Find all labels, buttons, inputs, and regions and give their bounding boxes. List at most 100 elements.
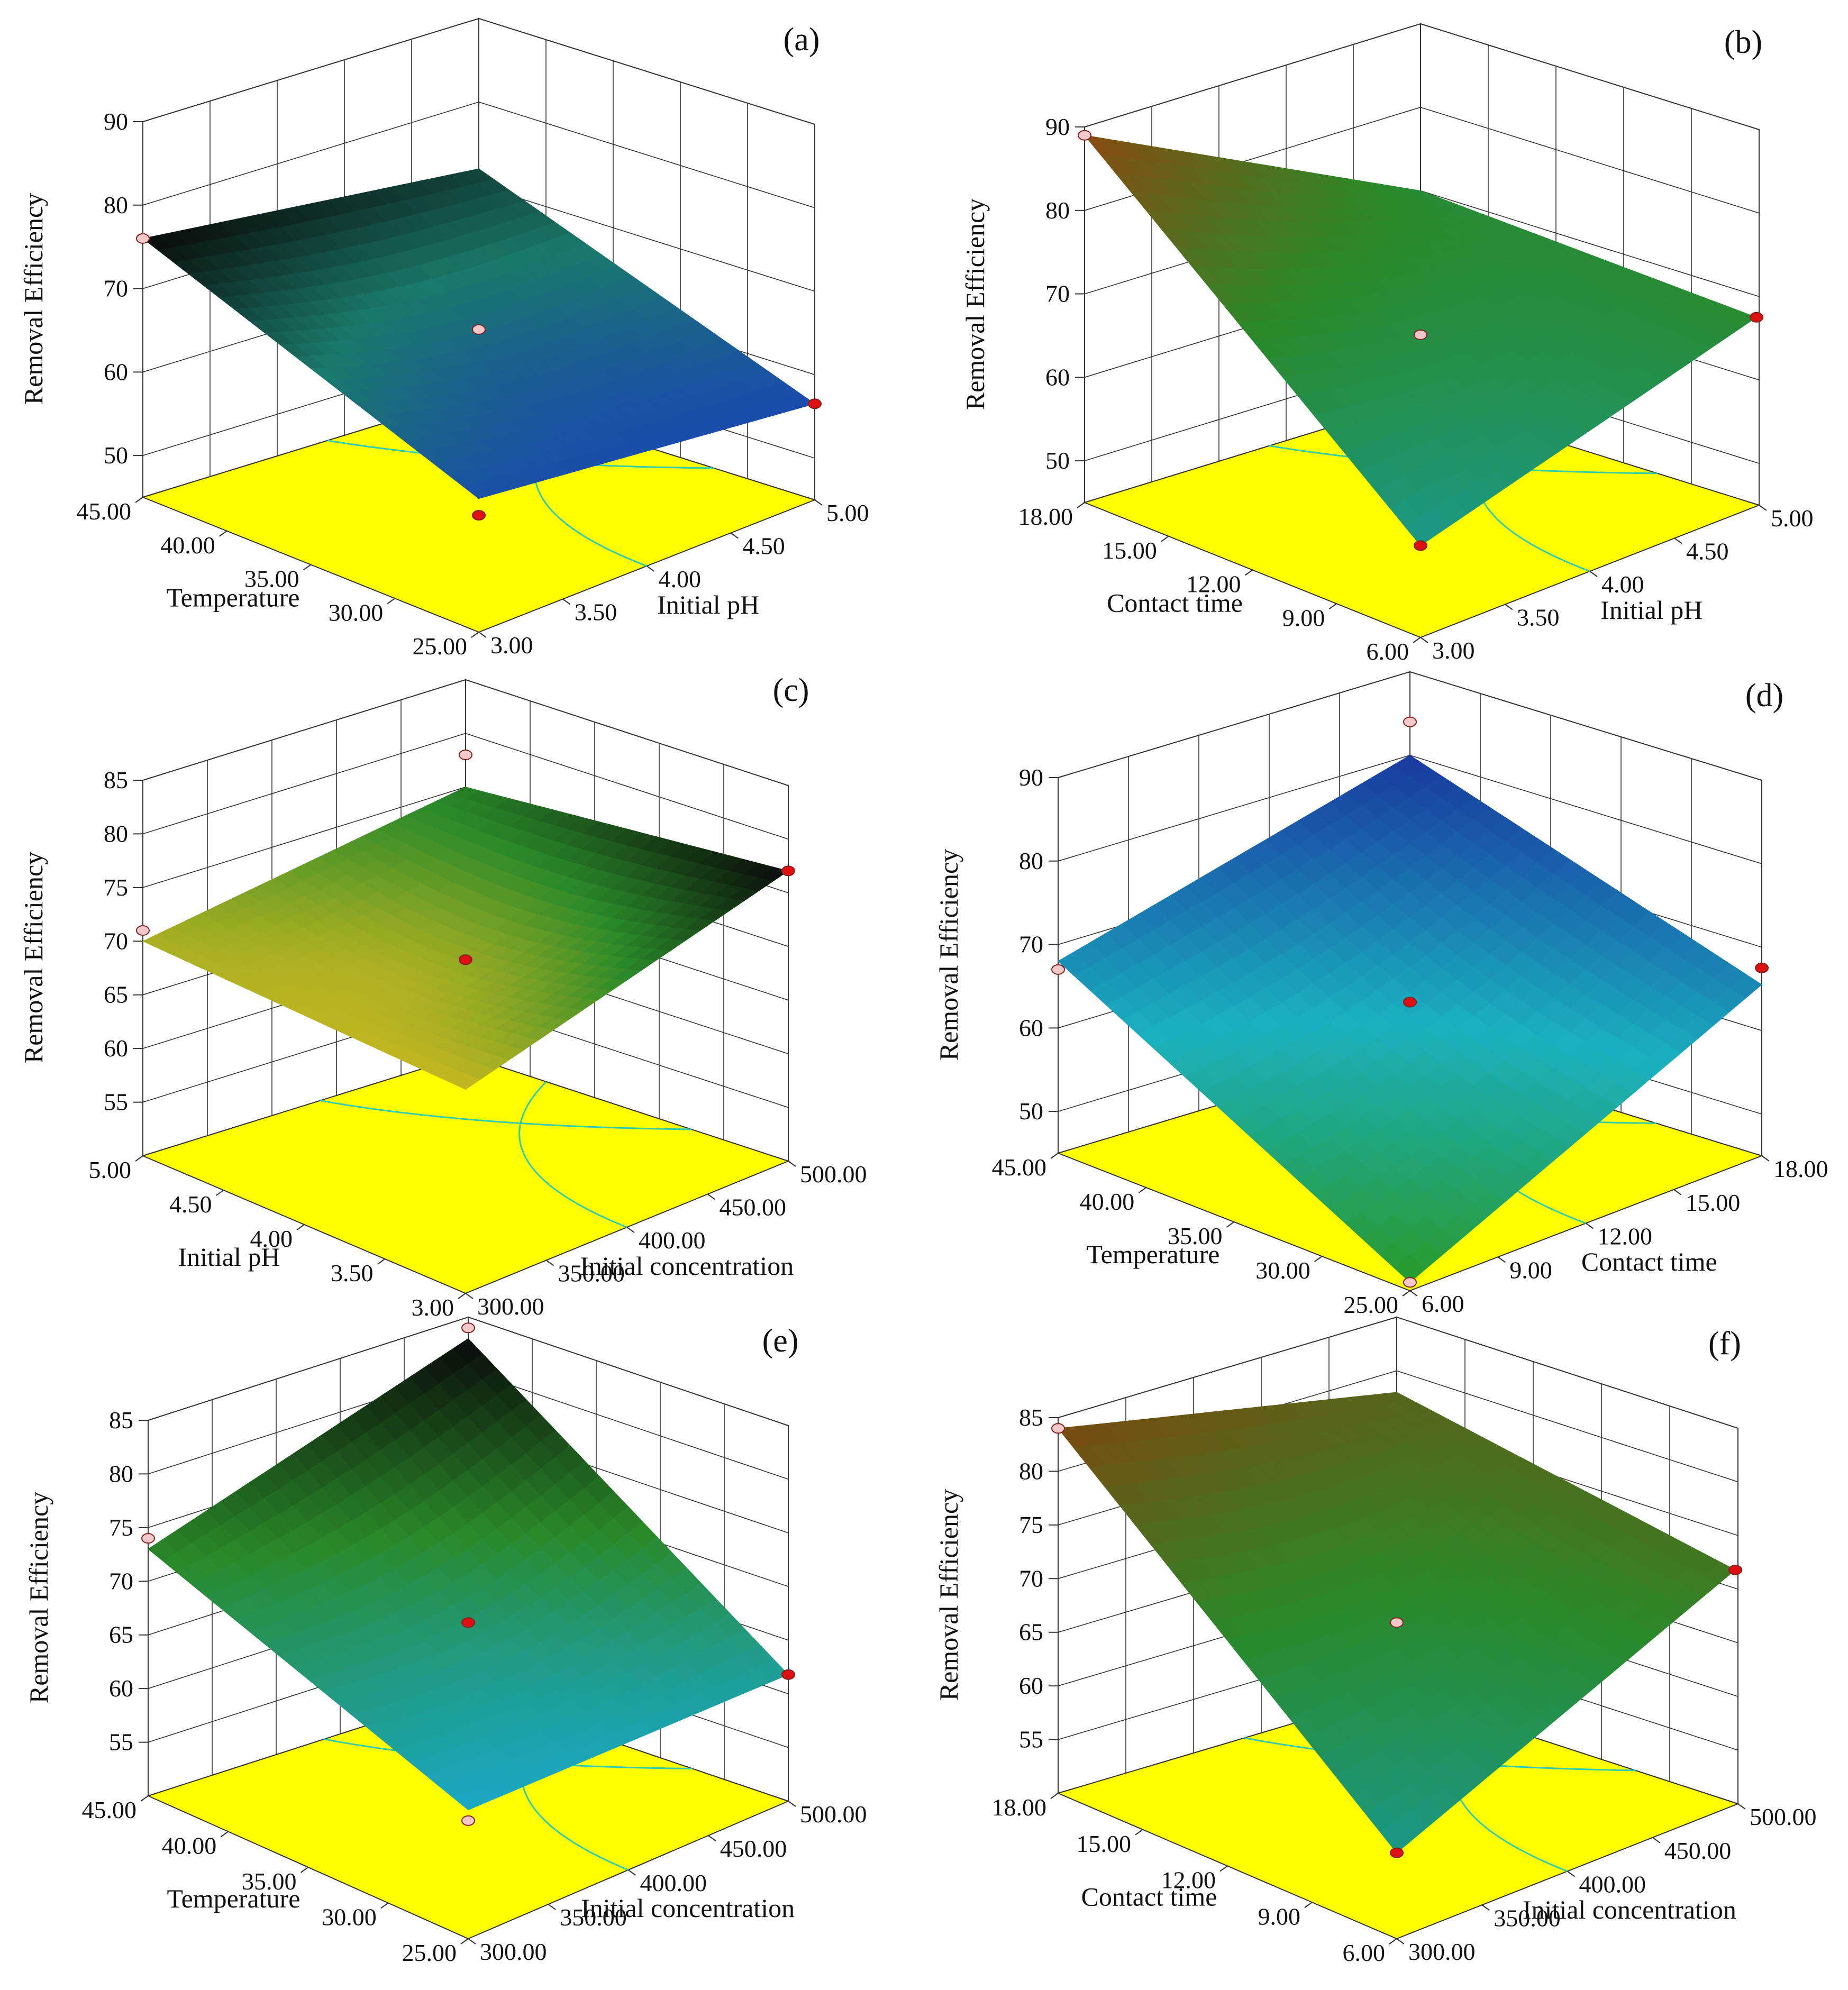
z-tick-label: 65 [104,981,128,1008]
x-tick [135,497,143,503]
x-tick [140,1795,149,1802]
x-tick-label: 45.00 [992,1154,1047,1181]
z-tick-label: 60 [1019,1672,1043,1699]
x-tick-label: 12.00 [1186,571,1241,598]
x-tick-label: 12.00 [1161,1867,1216,1894]
x-tick [1050,1153,1059,1159]
z-axis-label: Removal Efficiency [24,1492,53,1703]
x-tick [380,1902,389,1909]
z-gridline [142,101,815,208]
response-surface [142,787,789,1090]
z-tick-label: 75 [1019,1511,1043,1538]
y-tick-label: 450.00 [1664,1837,1732,1864]
panel-label: (a) [784,22,820,58]
design-point [1414,329,1427,340]
y-tick-label: 6.00 [1422,1290,1464,1317]
y-tick [1409,1290,1418,1297]
y-tick [468,1938,476,1945]
design-point [781,1669,795,1680]
z-tick-label: 60 [1019,1014,1043,1041]
design-point [781,865,795,877]
design-point [136,925,150,936]
z-tick-label: 80 [109,1460,133,1487]
z-gridline [1058,1317,1738,1429]
z-gridline [1084,23,1760,130]
contour-line [518,1081,627,1228]
y-tick [788,1161,796,1167]
y-tick-label: 5.00 [1771,505,1814,532]
y-tick [1759,505,1767,511]
x-tick-label: 3.00 [412,1294,454,1321]
x-tick [1389,1938,1397,1945]
design-point [459,954,472,965]
z-tick-label: 60 [1045,363,1070,390]
response-surface [142,168,816,499]
x-tick [303,564,312,571]
x-tick-label: 9.00 [1282,604,1325,631]
y-tick-label: 300.00 [480,1938,547,1965]
y-tick [626,1227,635,1233]
y-tick [1505,604,1513,610]
x-tick [377,1258,386,1265]
z-axis-label: Removal Efficiency [19,852,48,1063]
y-axis-label: Initial pH [1600,595,1703,625]
y-tick [465,1293,474,1299]
design-point [1403,997,1417,1008]
x-tick [1135,1829,1143,1836]
x-tick [1314,1256,1323,1262]
y-axis-label: Initial concentration [580,1251,794,1281]
design-point [1414,540,1427,551]
contour-line [320,1100,692,1130]
z-tick-label: 80 [104,820,128,847]
y-tick-label: 4.50 [1686,538,1729,565]
y-tick [545,1259,554,1266]
z-gridline [148,1317,789,1426]
z-tick-label: 90 [104,108,128,135]
y-tick [548,1904,556,1910]
y-tick-label: 450.00 [720,1835,787,1862]
y-tick [1497,1256,1506,1263]
design-point [1755,962,1769,973]
z-tick-label: 65 [109,1621,133,1648]
x-tick-label: 30.00 [329,599,384,626]
z-axis-label: Removal Efficiency [934,1489,963,1701]
design-point [1750,312,1763,323]
y-tick-label: 450.00 [720,1194,787,1221]
x-tick-label: 35.00 [244,565,299,592]
y-tick [1396,1938,1405,1945]
x-tick [135,1155,143,1162]
x-tick-label: 9.00 [1258,1903,1301,1930]
x-axis-label: Temperature [1087,1239,1220,1269]
design-point [1403,716,1417,727]
z-gridline [142,733,789,840]
z-axis-label: Removal Efficiency [960,198,990,410]
z-gridline [142,18,815,125]
y-tick [1589,571,1598,577]
x-tick [296,1224,305,1230]
panel-c: 55 60 65 70 75 80 85 5.00 4.50 4.00 3.50 3.00 300.00… [19,672,867,1321]
panel-e: 55 60 65 70 75 80 85 45.00 40.00 35.00 30.00 25.00 3… [24,1316,867,1966]
y-tick-label: 5.00 [826,499,869,526]
z-tick-label: 50 [1045,447,1070,474]
x-tick [219,530,227,537]
z-tick-label: 85 [104,766,128,793]
x-tick-label: 4.50 [169,1191,212,1218]
z-gridline [142,679,789,786]
z-tick-label: 70 [104,275,128,302]
y-tick [707,1193,716,1200]
x-tick-label: 3.50 [331,1259,374,1286]
z-tick-label: 80 [1019,1457,1043,1484]
z-tick-label: 85 [109,1407,133,1434]
y-tick-label: 3.50 [1517,604,1560,631]
z-tick-label: 70 [104,927,128,954]
design-point [1390,1847,1404,1858]
panel-f: 55 60 65 70 75 80 85 18.00 15.00 12.00 9.00 6.00 300… [934,1316,1817,1966]
y-tick-label: 500.00 [800,1801,867,1828]
y-tick-label: 500.00 [1750,1803,1817,1830]
design-point [141,1533,155,1544]
x-axis-label: Contact time [1107,588,1243,618]
y-tick [1481,1904,1490,1911]
y-tick-label: 3.00 [490,632,533,659]
response-surface [1058,755,1762,1283]
z-gridline [1058,671,1762,781]
